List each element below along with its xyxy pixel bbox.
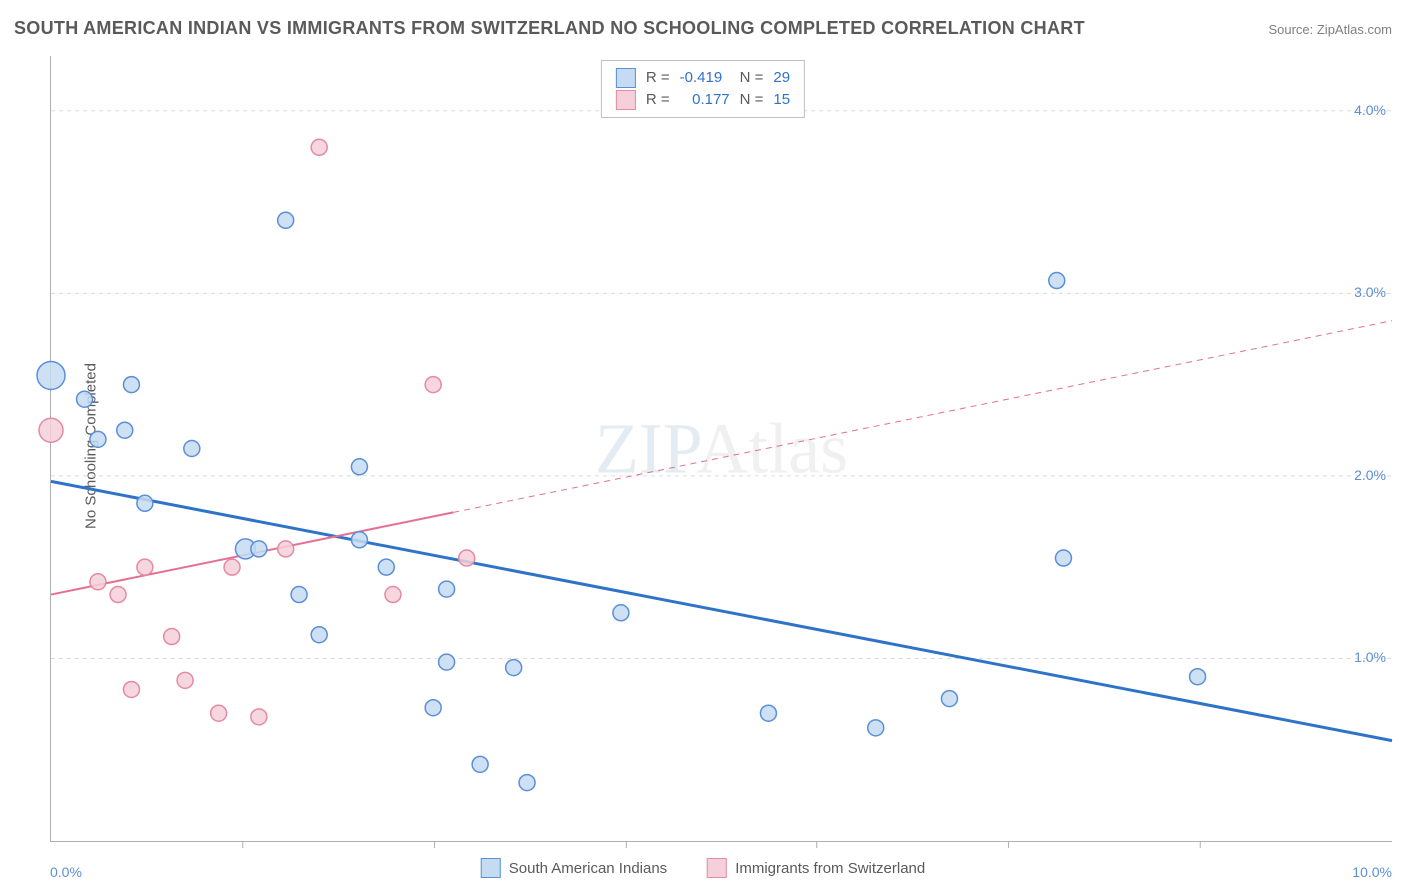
y-tick: 1.0% — [1342, 649, 1386, 665]
legend-top: R = -0.419 N = 29 R = 0.177 N = 15 — [601, 60, 805, 118]
x-tick-min: 0.0% — [50, 864, 82, 880]
r-value-1: 0.177 — [680, 89, 730, 111]
chart-title: SOUTH AMERICAN INDIAN VS IMMIGRANTS FROM… — [14, 18, 1085, 39]
legend-item-blue: South American Indians — [481, 858, 667, 878]
y-tick: 3.0% — [1342, 284, 1386, 300]
legend-swatch-pink — [616, 90, 636, 110]
chart-container: SOUTH AMERICAN INDIAN VS IMMIGRANTS FROM… — [0, 0, 1406, 892]
legend-bottom-swatch-blue — [481, 858, 501, 878]
r-label-0: R = — [646, 67, 670, 89]
legend-bottom-swatch-pink — [707, 858, 727, 878]
plot-area: ZIPAtlas 1.0%2.0%3.0%4.0% — [50, 56, 1392, 842]
y-tick: 2.0% — [1342, 467, 1386, 483]
n-label-1: N = — [740, 89, 764, 111]
legend-label-1: Immigrants from Switzerland — [735, 860, 925, 877]
r-label-1: R = — [646, 89, 670, 111]
legend-swatch-blue — [616, 68, 636, 88]
legend-label-0: South American Indians — [509, 860, 667, 877]
legend-bottom: South American Indians Immigrants from S… — [481, 858, 926, 878]
legend-item-pink: Immigrants from Switzerland — [707, 858, 925, 878]
n-value-1: 15 — [773, 89, 790, 111]
source-label: Source: ZipAtlas.com — [1268, 22, 1392, 37]
x-tick-max: 10.0% — [1352, 864, 1392, 880]
n-value-0: 29 — [773, 67, 790, 89]
legend-row-2: R = 0.177 N = 15 — [616, 89, 790, 111]
legend-row-1: R = -0.419 N = 29 — [616, 67, 790, 89]
r-value-0: -0.419 — [680, 67, 730, 89]
n-label-0: N = — [740, 67, 764, 89]
y-tick: 4.0% — [1342, 102, 1386, 118]
chart-svg — [51, 56, 1392, 841]
